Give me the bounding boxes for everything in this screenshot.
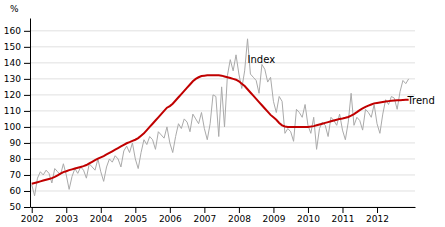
tick-mark bbox=[24, 143, 30, 144]
axis-line bbox=[30, 19, 31, 208]
tick-label: 80 bbox=[10, 154, 22, 164]
tick-label: 140 bbox=[4, 58, 21, 68]
tick: 2010 bbox=[297, 207, 320, 224]
tick-mark bbox=[24, 127, 30, 128]
tick-label: 2008 bbox=[228, 214, 251, 224]
tick-mark bbox=[204, 207, 205, 213]
tick-label: 110 bbox=[4, 106, 21, 116]
tick-mark bbox=[24, 31, 30, 32]
tick-mark bbox=[170, 207, 171, 213]
tick-label: 60 bbox=[10, 186, 22, 196]
tick-mark bbox=[24, 175, 30, 176]
tick: 2008 bbox=[228, 207, 251, 224]
tick-mark bbox=[308, 207, 309, 213]
tick: 120 bbox=[4, 90, 30, 100]
grid-line bbox=[30, 142, 415, 143]
tick: 50 bbox=[10, 202, 30, 212]
tick: 70 bbox=[10, 170, 30, 180]
tick-mark bbox=[342, 207, 343, 213]
tick: 140 bbox=[4, 58, 30, 68]
tick-label: 2012 bbox=[366, 214, 389, 224]
tick-label: 2002 bbox=[21, 214, 44, 224]
tick: 160 bbox=[4, 26, 30, 36]
tick-mark bbox=[24, 111, 30, 112]
tick-mark bbox=[24, 207, 30, 208]
tick-mark bbox=[24, 159, 30, 160]
tick-label: 2003 bbox=[55, 214, 78, 224]
tick-label: 130 bbox=[4, 74, 21, 84]
chart: 2002 2003 2004 2005 2006 2007 2008 2009 2010 2011… bbox=[0, 0, 445, 227]
tick-mark bbox=[101, 207, 102, 213]
tick-label: 2006 bbox=[159, 214, 182, 224]
grid-line bbox=[30, 30, 415, 31]
tick-label: 150 bbox=[4, 42, 21, 52]
tick-label: 2010 bbox=[297, 214, 320, 224]
y-axis: 50 60 70 80 90 100 110 120 130 140 150 160 bbox=[4, 19, 31, 213]
tick-mark bbox=[24, 63, 30, 64]
tick: 60 bbox=[10, 186, 30, 196]
tick: 90 bbox=[10, 138, 30, 148]
tick: 2007 bbox=[193, 207, 216, 224]
grid-line bbox=[30, 190, 415, 191]
grid bbox=[30, 31, 415, 207]
tick-label: 2011 bbox=[332, 214, 355, 224]
axis-line bbox=[31, 207, 416, 208]
y-label: % bbox=[10, 4, 19, 14]
grid-line bbox=[30, 174, 415, 175]
tick-label: 50 bbox=[10, 202, 22, 212]
tick-label: 2009 bbox=[262, 214, 285, 224]
tick: 110 bbox=[4, 106, 30, 116]
tick-label: 160 bbox=[4, 26, 21, 36]
tick: 100 bbox=[4, 122, 30, 132]
annotation: Index bbox=[248, 54, 276, 65]
tick: 2012 bbox=[366, 207, 389, 224]
tick: 150 bbox=[4, 42, 30, 52]
tick: 2006 bbox=[159, 207, 182, 224]
tick: 2009 bbox=[262, 207, 285, 224]
tick: 2005 bbox=[124, 207, 147, 224]
tick: 2003 bbox=[55, 207, 78, 224]
lines bbox=[32, 39, 409, 196]
tick: 130 bbox=[4, 74, 30, 84]
x-axis: 2002 2003 2004 2005 2006 2007 2008 2009 2010 2011… bbox=[21, 207, 416, 224]
tick-mark bbox=[24, 47, 30, 48]
tick-mark bbox=[66, 207, 67, 213]
grid-line bbox=[30, 46, 415, 47]
tick-label: 90 bbox=[10, 138, 22, 148]
series-line bbox=[32, 75, 409, 184]
tick: 80 bbox=[10, 154, 30, 164]
tick-mark bbox=[24, 79, 30, 80]
tick-label: 120 bbox=[4, 90, 21, 100]
grid-line bbox=[30, 207, 415, 208]
tick-label: 70 bbox=[10, 170, 22, 180]
tick-label: 100 bbox=[4, 122, 21, 132]
tick-mark bbox=[24, 191, 30, 192]
tick: 2002 bbox=[21, 207, 44, 224]
annotation: Trend bbox=[406, 95, 434, 106]
plot: 2002 2003 2004 2005 2006 2007 2008 2009 2010 2011… bbox=[4, 19, 435, 225]
tick-label: 2004 bbox=[90, 214, 113, 224]
tick: 2011 bbox=[332, 207, 355, 224]
tick-mark bbox=[135, 207, 136, 213]
tick-mark bbox=[377, 207, 378, 213]
tick-mark bbox=[24, 95, 30, 96]
annotations: Index Trend bbox=[248, 54, 435, 107]
tick-mark bbox=[273, 207, 274, 213]
grid-line bbox=[30, 126, 415, 127]
tick-mark bbox=[239, 207, 240, 213]
grid-line bbox=[30, 78, 415, 79]
grid-line bbox=[30, 158, 415, 159]
tick-label: 2007 bbox=[193, 214, 216, 224]
tick-label: 2005 bbox=[124, 214, 147, 224]
tick: 2004 bbox=[90, 207, 113, 224]
grid-line bbox=[30, 62, 415, 63]
tick-mark bbox=[32, 207, 33, 213]
series-line bbox=[32, 39, 409, 196]
